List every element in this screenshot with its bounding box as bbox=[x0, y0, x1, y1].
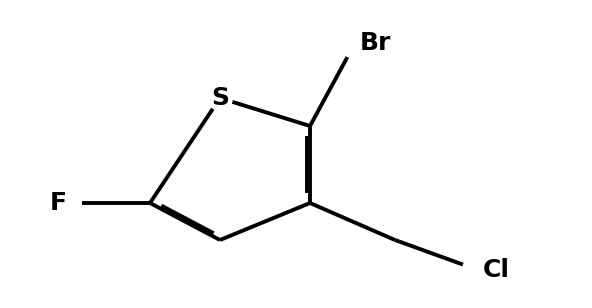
Text: F: F bbox=[50, 191, 67, 215]
Text: S: S bbox=[211, 86, 229, 110]
Text: Cl: Cl bbox=[483, 258, 510, 282]
Text: Br: Br bbox=[360, 31, 391, 55]
